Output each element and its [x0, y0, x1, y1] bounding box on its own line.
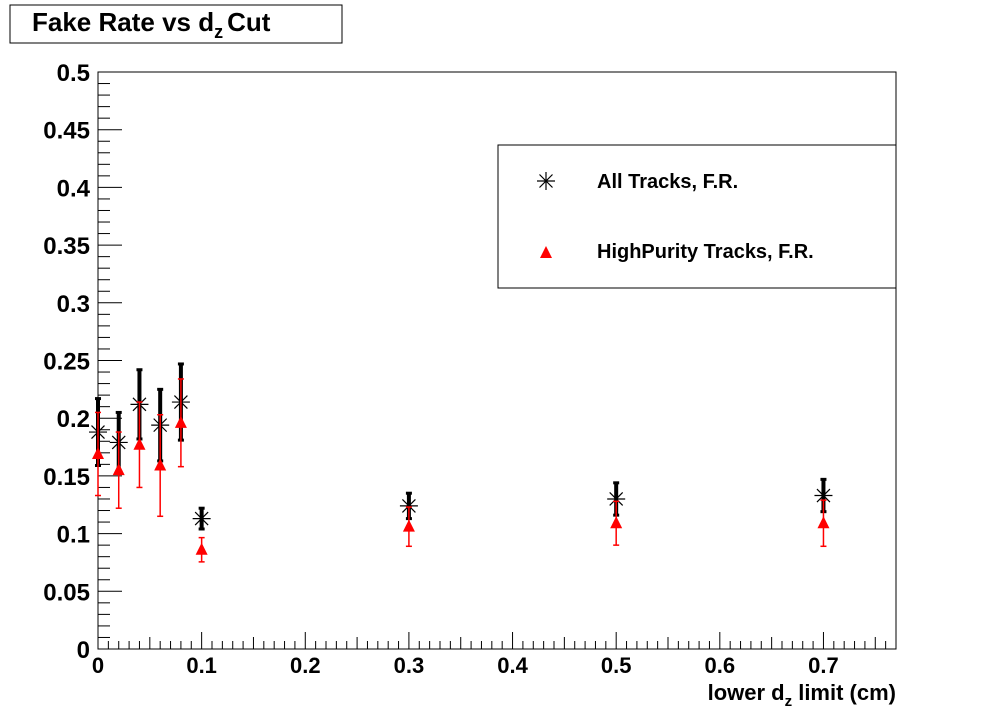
legend-marker-triangle-icon	[540, 246, 552, 258]
y-tick-label: 0.2	[57, 406, 90, 433]
y-tick-label: 0.15	[43, 464, 90, 491]
x-tick-label: 0.6	[705, 653, 736, 678]
x-tick-label: 0.4	[497, 653, 528, 678]
data-point-highpurity-tracks	[817, 516, 830, 529]
data-marks	[89, 362, 833, 563]
chart-title: Fake Rate vs dz Cut	[32, 7, 271, 42]
y-tick-label: 0.5	[57, 60, 90, 87]
legend-marker-asterisk-icon	[537, 172, 555, 190]
data-point-highpurity-tracks	[112, 463, 125, 476]
y-tick-label: 0	[77, 637, 90, 664]
data-point-highpurity-tracks	[133, 437, 146, 450]
data-point-all-tracks	[814, 486, 833, 505]
x-tick-label: 0.7	[808, 653, 839, 678]
legend-label-highpurity-tracks: HighPurity Tracks, F.R.	[597, 241, 814, 263]
y-tick-label: 0.35	[43, 233, 90, 260]
data-point-highpurity-tracks	[195, 542, 208, 555]
data-point-all-tracks	[192, 509, 211, 528]
y-tick-label: 0.25	[43, 349, 90, 376]
y-tick-label: 0.4	[57, 175, 91, 202]
legend-label-all-tracks: All Tracks, F.R.	[597, 171, 738, 193]
x-tick-label: 0.3	[394, 653, 425, 678]
data-point-highpurity-tracks	[610, 516, 623, 529]
y-tick-label: 0.3	[57, 291, 90, 318]
y-tick-label: 0.45	[43, 118, 90, 145]
legend: All Tracks, F.R. HighPurity Tracks, F.R.	[497, 144, 897, 289]
y-tick-label: 0.05	[43, 579, 90, 606]
data-point-highpurity-tracks	[174, 415, 187, 428]
x-tick-label: 0.5	[601, 653, 632, 678]
title-box: Fake Rate vs dz Cut	[9, 4, 343, 44]
x-tick-label: 0	[92, 653, 104, 678]
x-tick-label: 0.1	[186, 653, 217, 678]
data-point-all-tracks	[399, 496, 418, 515]
data-point-highpurity-tracks	[402, 519, 415, 532]
x-axis-label: lower dz limit (cm)	[708, 680, 896, 710]
axes: 0 0.05 0.1 0.15 0.2 0.25 0.3 0.35 0.4 0.45 0.5 0 0.1…	[43, 60, 897, 678]
x-tick-label: 0.2	[290, 653, 321, 678]
data-point-all-tracks	[607, 489, 626, 508]
data-point-highpurity-tracks	[154, 458, 167, 471]
y-tick-label: 0.1	[57, 522, 90, 549]
data-point-highpurity-tracks	[92, 446, 104, 459]
